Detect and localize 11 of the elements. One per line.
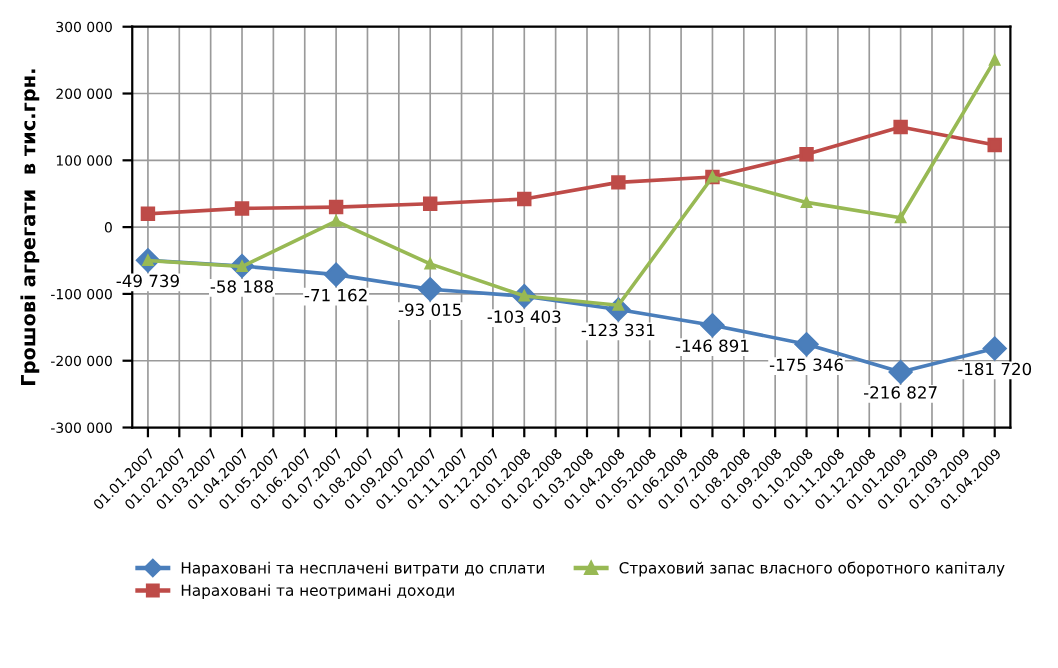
data-label: -216 827	[863, 386, 937, 399]
data-label: -93 015	[398, 303, 461, 317]
data-label: -71 162	[304, 288, 367, 302]
data-label: -58 188	[210, 280, 274, 293]
data-label: -181 720	[958, 362, 1032, 376]
data-label: -49 739	[116, 274, 179, 288]
data-label: -175 346	[769, 358, 843, 372]
data-label: -123 331	[581, 323, 655, 337]
data-label: -146 891	[675, 339, 749, 353]
data-label: -103 403	[487, 310, 561, 323]
y-axis-title: Грошові агрегати в тис.грн.	[20, 69, 40, 385]
